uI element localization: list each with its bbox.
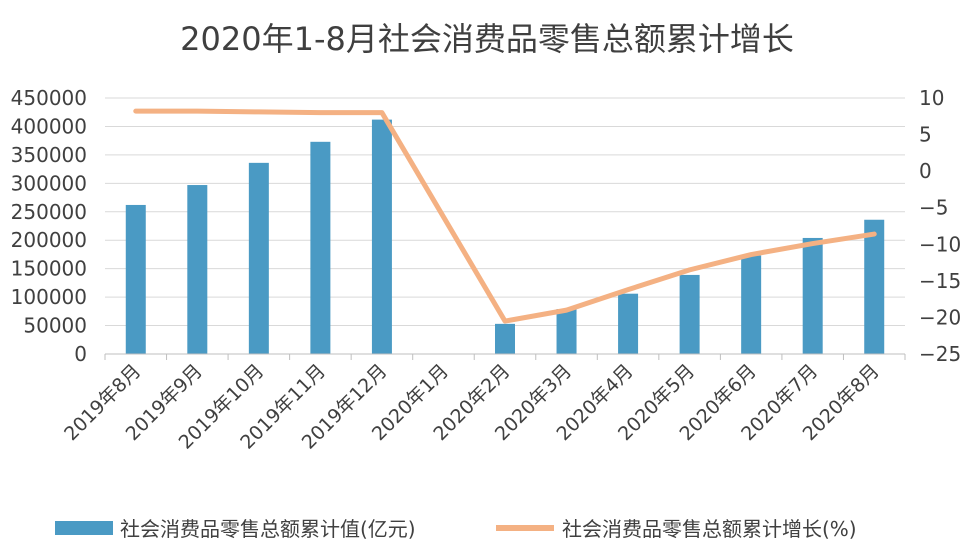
left-tick-label: 300000 [11, 171, 87, 195]
legend-bar-swatch [55, 521, 113, 535]
right-tick-label: 10 [919, 86, 944, 110]
bar [248, 162, 269, 354]
bar [802, 237, 823, 354]
bar [864, 219, 885, 354]
bar [371, 119, 392, 355]
left-tick-label: 0 [74, 342, 87, 366]
growth-line [133, 108, 877, 324]
bar [310, 141, 331, 354]
left-tick-label: 250000 [11, 200, 87, 224]
bar [125, 204, 146, 354]
x-axis: 2019年8月2019年9月2019年10月2019年11月2019年12月20… [60, 353, 906, 454]
bar [556, 309, 577, 354]
legend-line-label: 社会消费品零售总额累计增长(%) [562, 517, 857, 541]
left-tick-label: 100000 [11, 285, 87, 309]
left-tick-label: 350000 [11, 143, 87, 167]
right-tick-label: −20 [919, 305, 961, 329]
chart-title: 2020年1-8月社会消费品零售总额累计增长 [180, 20, 794, 58]
bar [741, 255, 762, 354]
right-tick-label: −15 [919, 269, 961, 293]
legend-bar-label: 社会消费品零售总额累计值(亿元) [120, 517, 416, 541]
right-tick-label: −10 [919, 232, 961, 256]
left-tick-label: 200000 [11, 228, 87, 252]
bar [679, 274, 700, 354]
right-tick-label: −25 [919, 342, 961, 366]
bar [187, 185, 208, 354]
bar [495, 323, 515, 354]
right-axis: −25 −20 −15 −10 −5 0 5 10 [919, 86, 961, 366]
left-tick-label: 400000 [11, 114, 87, 138]
right-tick-label: −5 [919, 196, 948, 220]
bar [618, 293, 639, 354]
line-series [133, 108, 877, 324]
gridlines [105, 97, 905, 355]
legend: 社会消费品零售总额累计值(亿元) 社会消费品零售总额累计增长(%) [55, 517, 857, 541]
left-tick-label: 50000 [23, 314, 87, 338]
left-tick-label: 450000 [11, 86, 87, 110]
left-tick-label: 150000 [11, 257, 87, 281]
right-tick-label: 0 [919, 159, 932, 183]
bar-series [125, 119, 885, 355]
left-axis: 0 50000 100000 150000 200000 250000 300000 3500… [11, 86, 87, 366]
right-tick-label: 5 [919, 123, 932, 147]
